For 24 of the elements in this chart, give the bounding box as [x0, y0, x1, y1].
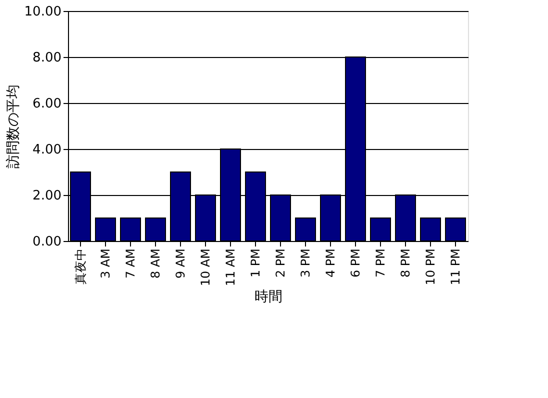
y-tick-label: 0.00	[32, 234, 62, 250]
x-tick-label: 8 PM	[398, 248, 412, 278]
x-axis-title: 時間	[254, 289, 282, 306]
x-tick-label: 8 AM	[148, 248, 162, 279]
y-axis-title: 訪問数の平均	[5, 84, 22, 168]
x-tick-label: 6 PM	[348, 248, 362, 278]
x-tick-label: 真夜中	[74, 248, 88, 284]
x-tick-label: 7 PM	[374, 248, 388, 278]
x-tick-label: 3 AM	[98, 248, 112, 279]
x-tick-label: 2 PM	[274, 248, 288, 278]
x-tick-label: 7 AM	[124, 248, 138, 279]
x-tick-label: 11 AM	[224, 248, 238, 286]
x-tick-label: 10 AM	[198, 248, 212, 286]
y-tick-label: 4.00	[32, 142, 62, 158]
y-tick-label: 10.00	[24, 4, 62, 20]
x-tick-label: 1 PM	[248, 248, 262, 278]
x-tick-label: 9 AM	[174, 248, 188, 279]
x-tick-label: 3 PM	[298, 248, 312, 278]
x-tick-label: 4 PM	[324, 248, 338, 278]
y-tick-label: 8.00	[32, 50, 62, 66]
x-tick-label: 10 PM	[424, 248, 438, 286]
y-tick-label: 6.00	[32, 96, 62, 112]
x-tick-label: 11 PM	[448, 248, 462, 286]
y-tick-label: 2.00	[32, 188, 62, 204]
